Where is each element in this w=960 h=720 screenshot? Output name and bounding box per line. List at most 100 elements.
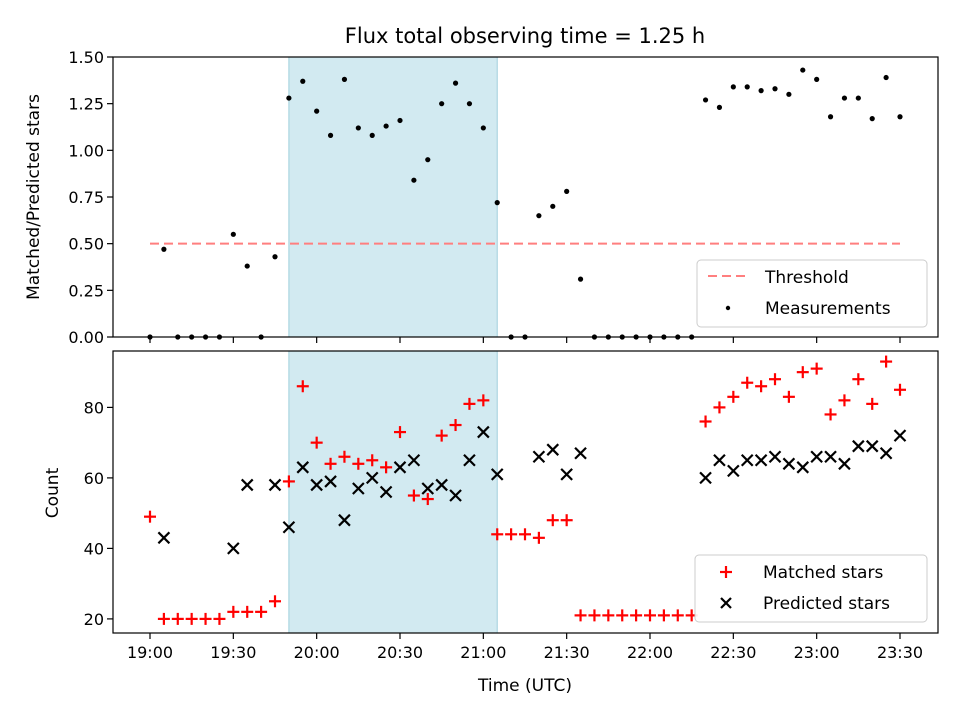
y-tick-label: 1.00: [68, 141, 104, 160]
matched-stars-point: [296, 380, 309, 393]
predicted-stars-point: [421, 482, 435, 495]
predicted-stars-point: [713, 453, 726, 467]
y-tick-label: 60: [84, 469, 104, 488]
predicted-stars-point: [699, 471, 712, 485]
predicted-stars-point: [782, 457, 796, 471]
count-legend: Matched stars Predicted stars: [694, 554, 928, 623]
count-y-axis-label: Count: [43, 467, 63, 518]
measurement-point: [425, 157, 431, 163]
matched-stars-point: [657, 609, 670, 622]
measurement-point: [841, 95, 848, 101]
matched-stars-point: [713, 401, 726, 414]
measurement-point: [550, 203, 556, 209]
predicted-stars-point: [379, 485, 393, 499]
matched-stars-point: [630, 609, 643, 622]
measurement-point: [286, 95, 292, 101]
predicted-stars-point: [157, 531, 171, 545]
predicted-stars-point: [463, 453, 476, 467]
measurement-point: [272, 254, 278, 260]
measurement-point: [730, 84, 736, 90]
count-points: [144, 355, 907, 625]
predicted-stars-point: [282, 520, 296, 534]
count-axes-frame: [112, 350, 939, 634]
matched-stars-point: [366, 454, 379, 467]
matched-stars-point: [894, 383, 906, 396]
predicted-stars-point: [810, 450, 823, 464]
matched-stars-point: [560, 514, 573, 527]
measurement-point: [855, 95, 861, 101]
predicted-stars-point: [296, 461, 310, 474]
measurement-point: [494, 200, 500, 206]
y-tick-label: 1.25: [68, 95, 104, 114]
measurement-point: [314, 108, 320, 114]
predicted-stars-point: [852, 439, 865, 453]
predicted-stars-point: [490, 468, 504, 481]
measurements-legend-swatch: [725, 305, 731, 311]
matched-stars-point: [866, 397, 879, 410]
matched-stars-point: [463, 397, 476, 410]
matched-stars-point: [282, 475, 295, 488]
matched-stars-point: [171, 612, 184, 625]
predicted-stars-point: [352, 482, 365, 495]
y-tick-label: 40: [84, 539, 104, 558]
measurement-point: [466, 101, 473, 107]
measurement-point: [452, 80, 459, 86]
matched-stars-point: [394, 426, 406, 439]
predicted-stars-point: [838, 457, 851, 471]
matched-stars-point: [727, 390, 740, 403]
x-tick-label: 19:00: [127, 643, 173, 662]
predicted-stars-point: [824, 450, 837, 464]
measurement-point: [827, 114, 834, 120]
predicted-stars-point: [893, 429, 907, 442]
measurement-point: [758, 88, 764, 94]
measurement-point: [439, 101, 445, 107]
measurement-point: [772, 86, 778, 92]
matched-stars-point: [310, 436, 323, 449]
chart-title: Flux total observing time = 1.25 h: [345, 24, 705, 48]
matched-stars-point: [144, 510, 156, 523]
x-axis-label: Time (UTC): [477, 676, 572, 696]
measurement-point: [564, 188, 570, 194]
matched-stars-point: [324, 457, 337, 470]
measurement-point: [230, 231, 236, 237]
matched-stars-point: [435, 429, 448, 442]
y-tick-label: 80: [84, 398, 104, 417]
x-tick-label: 23:30: [877, 643, 923, 662]
predicted-legend-swatch: [720, 597, 732, 609]
x-tick-label: 23:00: [794, 643, 840, 662]
matched-stars-point: [241, 605, 254, 618]
y-tick-label: 0.50: [68, 235, 104, 254]
predicted-stars-point: [560, 468, 573, 481]
measurement-point: [536, 213, 542, 219]
x-tick-label: 22:00: [627, 643, 673, 662]
x-tick-label: 19:30: [210, 643, 256, 662]
measurement-points: [147, 67, 903, 340]
matched-stars-point: [338, 450, 351, 463]
count-legend-box: [694, 554, 928, 623]
predicted-stars-point: [865, 439, 879, 453]
predicted-stars-point: [477, 425, 490, 439]
matched-stars-point: [810, 362, 823, 375]
predicted-stars-point: [532, 450, 546, 464]
matched-stars-point: [574, 609, 587, 622]
x-tick-label: 20:00: [294, 643, 340, 662]
ratio-y-axis-label: Matched/Predicted stars: [24, 94, 44, 300]
measurements-legend-label: Measurements: [765, 299, 891, 319]
ratio-legend-box: [696, 259, 928, 328]
y-tick-label: 1.50: [68, 48, 104, 67]
predicted-stars-point: [546, 443, 560, 456]
measurement-point: [814, 76, 820, 82]
measurement-point: [341, 76, 348, 82]
matched-stars-point: [449, 419, 462, 432]
count-x-axis-ticks: 19:00 19:30 20:00 20:30 21:00 21:30 22:00 22:30…: [127, 633, 923, 662]
predicted-stars-point: [324, 475, 337, 488]
matched-stars-point: [852, 373, 865, 386]
predicted-stars-point: [407, 453, 421, 467]
ratio-y-axis-ticks: 0.00 0.25 0.50 0.75 1.00 1.25 1.50: [68, 48, 113, 347]
matched-stars-point: [616, 609, 629, 622]
matched-stars-point: [755, 380, 768, 393]
y-tick-label: 0.75: [68, 188, 104, 207]
measurement-point: [883, 74, 889, 81]
x-tick-label: 20:30: [377, 643, 423, 662]
count-y-axis-ticks: 20 40 60 80: [84, 398, 113, 629]
